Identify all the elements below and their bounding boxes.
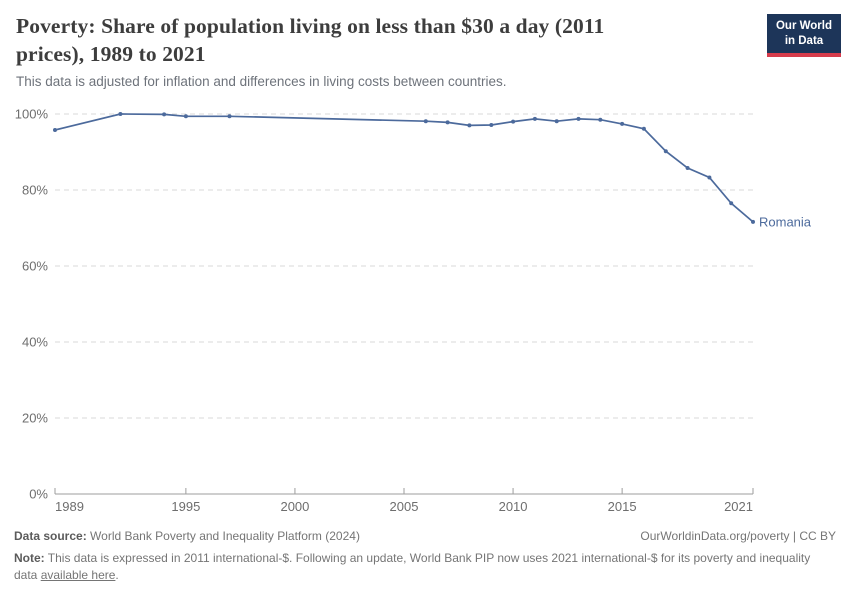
data-point[interactable] xyxy=(685,166,690,170)
attribution-link[interactable]: OurWorldinData.org/poverty | CC BY xyxy=(640,529,836,543)
data-point[interactable] xyxy=(729,201,734,206)
y-tick-label: 20% xyxy=(22,411,48,426)
data-point[interactable] xyxy=(663,149,668,154)
owid-logo-line2: in Data xyxy=(784,35,824,47)
y-tick-label: 60% xyxy=(22,259,48,274)
chart-title: Poverty: Share of population living on l… xyxy=(16,14,605,66)
line-series-romania[interactable] xyxy=(54,113,754,223)
footnote: Note: This data is expressed in 2011 int… xyxy=(14,550,836,584)
owid-logo-line1: Our World xyxy=(775,20,832,32)
y-tick-label: 80% xyxy=(22,183,48,198)
x-tick-label: 2010 xyxy=(499,499,528,514)
note-label: Note: xyxy=(14,551,45,565)
data-source-line: Data source: World Bank Poverty and Ineq… xyxy=(14,528,360,545)
note-text-end: . xyxy=(115,568,119,582)
data-source-label: Data source: xyxy=(14,529,87,543)
data-point[interactable] xyxy=(183,114,188,119)
data-point[interactable] xyxy=(118,112,123,116)
data-point[interactable] xyxy=(53,128,57,132)
x-tick-label: 2005 xyxy=(390,499,419,514)
x-tick-label: 1995 xyxy=(171,499,200,514)
data-point[interactable] xyxy=(423,119,428,124)
data-point[interactable] xyxy=(511,119,516,124)
data-point[interactable] xyxy=(620,121,625,126)
line-chart: 0% 20% 40% 60% 80% 100% 1989 1995 2000 2005 2010 20… xyxy=(15,107,812,515)
data-point[interactable] xyxy=(467,123,472,128)
x-tick-label: 1989 xyxy=(55,499,84,514)
x-tick-label: 2000 xyxy=(280,499,309,514)
data-point[interactable] xyxy=(576,116,581,121)
data-point[interactable] xyxy=(445,120,450,125)
data-point[interactable] xyxy=(751,219,755,224)
data-point[interactable] xyxy=(227,114,232,119)
x-tick-label: 2015 xyxy=(608,499,637,514)
data-point[interactable] xyxy=(532,116,537,121)
data-point[interactable] xyxy=(162,112,167,117)
y-tick-label: 0% xyxy=(29,487,48,502)
available-here-link[interactable]: available here xyxy=(40,568,116,582)
y-tick-label: 40% xyxy=(22,335,48,350)
chart-footer: Data source: World Bank Poverty and Ineq… xyxy=(14,528,836,584)
owid-logo[interactable]: Our World in Data xyxy=(767,14,841,57)
y-tick-label: 100% xyxy=(15,107,49,122)
data-point[interactable] xyxy=(598,117,603,122)
series-end-label[interactable]: Romania xyxy=(759,214,812,229)
data-point[interactable] xyxy=(707,175,712,180)
data-source-text: World Bank Poverty and Inequality Platfo… xyxy=(86,529,360,543)
x-tick-label: 2021 xyxy=(724,499,753,514)
data-point[interactable] xyxy=(489,123,494,127)
data-point[interactable] xyxy=(641,126,646,131)
chart-subtitle: This data is adjusted for inflation and … xyxy=(16,74,507,89)
data-point[interactable] xyxy=(554,119,559,124)
note-text: This data is expressed in 2011 internati… xyxy=(14,551,811,582)
